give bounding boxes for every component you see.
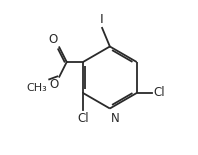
Text: Cl: Cl: [153, 86, 165, 100]
Text: N: N: [111, 112, 120, 125]
Text: O: O: [49, 78, 59, 91]
Text: Cl: Cl: [77, 112, 89, 125]
Text: CH₃: CH₃: [26, 83, 47, 93]
Text: O: O: [49, 33, 58, 46]
Text: I: I: [100, 13, 104, 26]
